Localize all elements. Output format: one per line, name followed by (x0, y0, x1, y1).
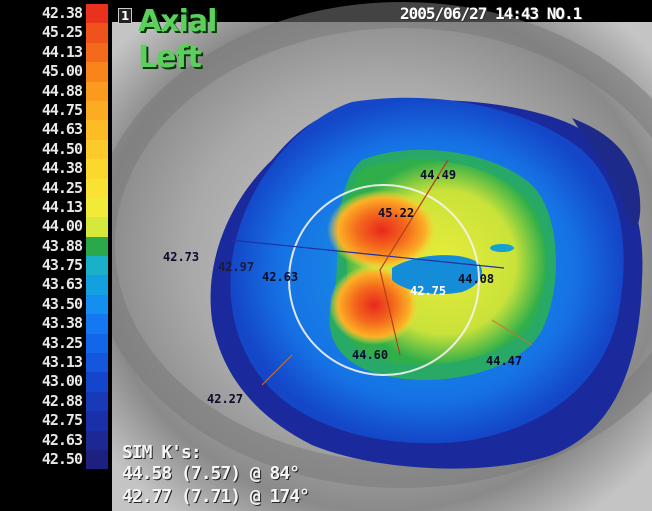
scale-label: 43.75 (41, 256, 83, 275)
steep-axis-line-lower (379, 269, 401, 356)
scale-color-swatch (86, 430, 108, 450)
dark-blue-patch (572, 118, 641, 227)
scale-color-swatch (86, 333, 108, 354)
flat-axis-line (229, 239, 505, 269)
scale-color-swatch (86, 100, 108, 121)
scale-color-swatch (86, 256, 108, 276)
kval-45-22: 45.22 (378, 206, 415, 220)
scale-label: 43.88 (41, 236, 83, 255)
scale-color-swatch (86, 372, 108, 392)
corneal-map (112, 2, 652, 511)
steep-zone-inferior (329, 265, 419, 345)
kval-42-63: 42.63 (262, 270, 299, 284)
scale-color-swatch (86, 159, 108, 179)
flat-bowtie-center (392, 255, 482, 295)
scale-label: 42.63 (41, 430, 83, 449)
scale-color-swatch (86, 81, 108, 101)
scale-color-swatch (86, 197, 108, 218)
scale-color-swatch (86, 411, 108, 431)
scale-color-swatch (86, 314, 108, 334)
corneal-map-panel (112, 0, 652, 511)
scale-label: 42.88 (41, 391, 83, 410)
scale-color-swatch (86, 294, 108, 315)
kval-44-60: 44.60 (352, 348, 389, 362)
sim-k-title: SIM K's: (122, 442, 202, 463)
marker-line-4447 (491, 319, 533, 346)
scale-label: 43.38 (41, 314, 83, 333)
scale-color-swatch (86, 449, 108, 470)
scale-label: 43.63 (41, 275, 83, 294)
scale-color-swatch (86, 217, 108, 237)
scale-label: 44.13 (41, 42, 83, 61)
scale-label: 43.50 (41, 294, 83, 313)
scale-label: 43.25 (41, 333, 83, 352)
kval-42-73: 42.73 (163, 250, 200, 264)
eye-side-label: Left (138, 40, 202, 75)
color-scale-bar (86, 4, 108, 498)
scale-color-swatch (86, 391, 108, 412)
sim-k-steep: 44.58 (7.57) @ 84° (122, 463, 300, 484)
scale-color-swatch (86, 42, 108, 63)
scale-color-swatch (86, 236, 108, 257)
steep-axis-line-upper (379, 159, 449, 271)
kval-42-97: 42.97 (218, 260, 255, 274)
scale-label: 44.13 (41, 197, 83, 216)
scale-color-swatch (86, 353, 108, 373)
map-type-label: Axial (138, 4, 217, 39)
kval-44-08: 44.08 (458, 272, 495, 286)
view-index-badge: 1 (118, 8, 133, 24)
kval-42-75: 42.75 (410, 284, 447, 298)
scale-label: 44.25 (41, 178, 83, 197)
scale-labels: 42.38 45.25 44.13 45.00 44.88 44.75 44.63 44.50… (0, 4, 86, 469)
exam-datetime-label: 2005/06/27 14:43 NO.1 (400, 4, 582, 23)
scale-label: 44.50 (41, 139, 83, 158)
scale-color-swatch (86, 62, 108, 82)
scale-color-swatch (86, 120, 108, 140)
kval-44-47: 44.47 (486, 354, 523, 368)
scale-label: 44.00 (41, 217, 83, 236)
scale-color-swatch (86, 4, 108, 24)
eyelid-shadow (112, 2, 652, 488)
scale-label: 42.38 (41, 4, 83, 22)
scale-label: 43.00 (41, 372, 83, 391)
scale-color-swatch (86, 275, 108, 295)
kval-44-49: 44.49 (420, 168, 457, 182)
scale-label: 42.75 (41, 411, 83, 430)
color-scale-panel: 42.38 45.25 44.13 45.00 44.88 44.75 44.63 44.50… (0, 0, 112, 511)
scale-label: 44.88 (41, 81, 83, 100)
small-blue-mark (490, 244, 514, 252)
pupil-ring (288, 184, 480, 376)
scale-label: 44.63 (41, 120, 83, 139)
scale-color-swatch (86, 178, 108, 198)
scale-label: 44.38 (41, 159, 83, 178)
scale-label: 45.00 (41, 62, 83, 81)
kval-42-27: 42.27 (207, 392, 244, 406)
sim-k-flat: 42.77 (7.71) @ 174° (122, 486, 310, 507)
scale-color-swatch (86, 23, 108, 43)
marker-line-4227 (261, 354, 293, 386)
scale-label: 42.50 (41, 449, 83, 468)
scale-color-swatch (86, 139, 108, 160)
scale-label: 44.75 (41, 100, 83, 119)
scale-label: 43.13 (41, 353, 83, 372)
steep-zone-superior (327, 190, 437, 270)
scale-label: 45.25 (41, 23, 83, 42)
